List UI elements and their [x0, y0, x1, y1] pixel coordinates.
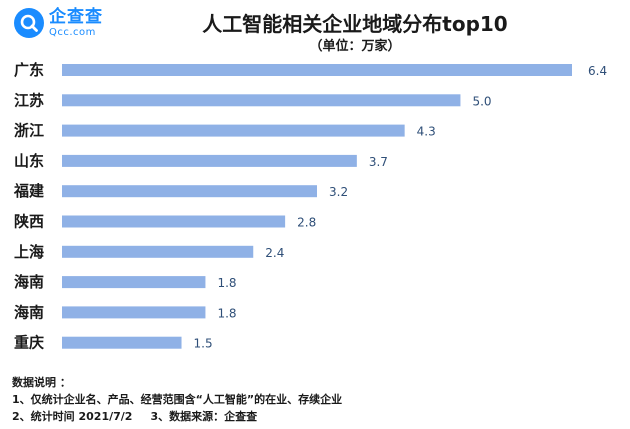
bar	[62, 276, 206, 289]
notes-stat-time: 2、统计时间 2021/7/2	[12, 410, 133, 423]
notes-heading: 数据说明 ：	[12, 376, 71, 389]
value-label: 1.8	[217, 276, 236, 290]
bar	[62, 154, 357, 167]
category-label: 山东	[14, 152, 44, 170]
notes-source: 3、数据来源：企查查	[150, 410, 258, 423]
bar	[62, 336, 182, 349]
value-label: 5.0	[472, 94, 491, 108]
category-label: 广东	[14, 61, 44, 79]
category-label: 江苏	[14, 91, 44, 109]
category-label: 浙江	[14, 122, 44, 140]
chart-subtitle: （单位：万家）	[309, 39, 401, 54]
category-label: 海南	[14, 303, 44, 321]
brand-name: 企查查	[49, 6, 103, 27]
value-label: 1.5	[194, 337, 213, 351]
bar	[62, 64, 572, 76]
value-label: 3.7	[369, 155, 388, 169]
value-label: 4.3	[417, 125, 436, 139]
bar	[62, 215, 286, 228]
bar	[62, 245, 254, 258]
brand-logo: 企查查 Qcc.com	[14, 8, 103, 38]
chart-title: 人工智能相关企业地域分布top10	[202, 12, 508, 36]
category-label: 海南	[14, 273, 44, 291]
category-label: 重庆	[14, 334, 44, 352]
bar	[62, 94, 461, 107]
notes-line-1: 1、仅统计企业名、产品、经营范围含“人工智能”的在业、存续企业	[12, 393, 343, 406]
brand-domain: Qcc.com	[49, 26, 96, 38]
category-label: 陕西	[14, 213, 44, 231]
category-label: 上海	[14, 243, 44, 261]
bar	[62, 124, 405, 137]
bar	[62, 306, 206, 319]
value-label: 6.4	[588, 64, 607, 78]
bar	[62, 185, 317, 198]
value-label: 2.4	[265, 246, 284, 260]
data-notes: 数据说明 ： 1、仅统计企业名、产品、经营范围含“人工智能”的在业、存续企业 2…	[12, 374, 342, 425]
value-label: 2.8	[297, 216, 316, 230]
category-label: 福建	[13, 182, 45, 200]
logo-icon	[14, 8, 44, 38]
value-label: 3.2	[329, 185, 348, 199]
value-label: 1.8	[217, 306, 236, 320]
